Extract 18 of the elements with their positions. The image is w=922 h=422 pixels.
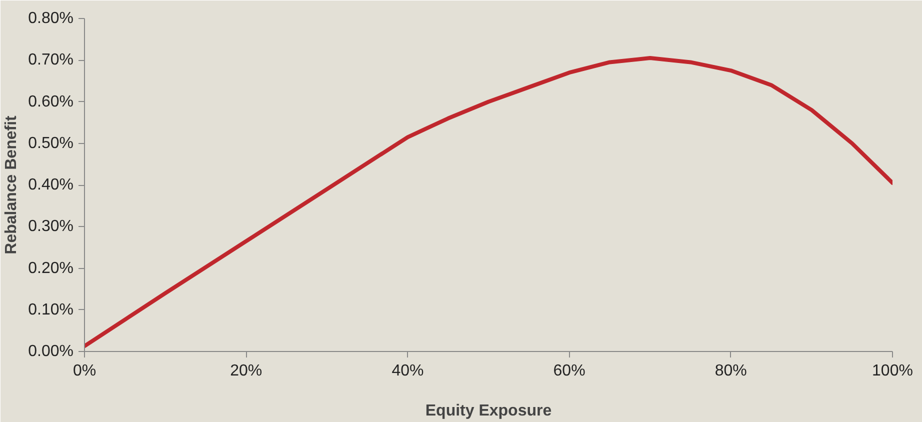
x-tick-label: 40% bbox=[392, 362, 424, 380]
y-tick-label: 0.20% bbox=[28, 260, 74, 277]
y-tick-label: 0.50% bbox=[28, 134, 74, 152]
y-axis-title: Rebalance Benefit bbox=[3, 114, 20, 254]
x-tick-label: 20% bbox=[230, 362, 262, 380]
y-tick-label: 0.40% bbox=[28, 176, 74, 194]
y-tick-label: 0.70% bbox=[28, 52, 74, 69]
y-tick-label: 0.10% bbox=[28, 301, 74, 318]
x-tick-label: 100% bbox=[872, 362, 913, 380]
x-tick-label: 80% bbox=[714, 362, 747, 380]
y-tick-label: 0.00% bbox=[28, 343, 74, 360]
y-tick-label: 0.30% bbox=[28, 218, 74, 236]
x-tick-label: 0% bbox=[72, 362, 96, 380]
x-axis-title: Equity Exposure bbox=[425, 402, 552, 420]
y-tick-label: 0.60% bbox=[28, 93, 74, 110]
x-tick-label: 60% bbox=[553, 362, 586, 380]
line-series bbox=[84, 56, 892, 348]
y-tick-label: 0.80% bbox=[28, 10, 74, 27]
